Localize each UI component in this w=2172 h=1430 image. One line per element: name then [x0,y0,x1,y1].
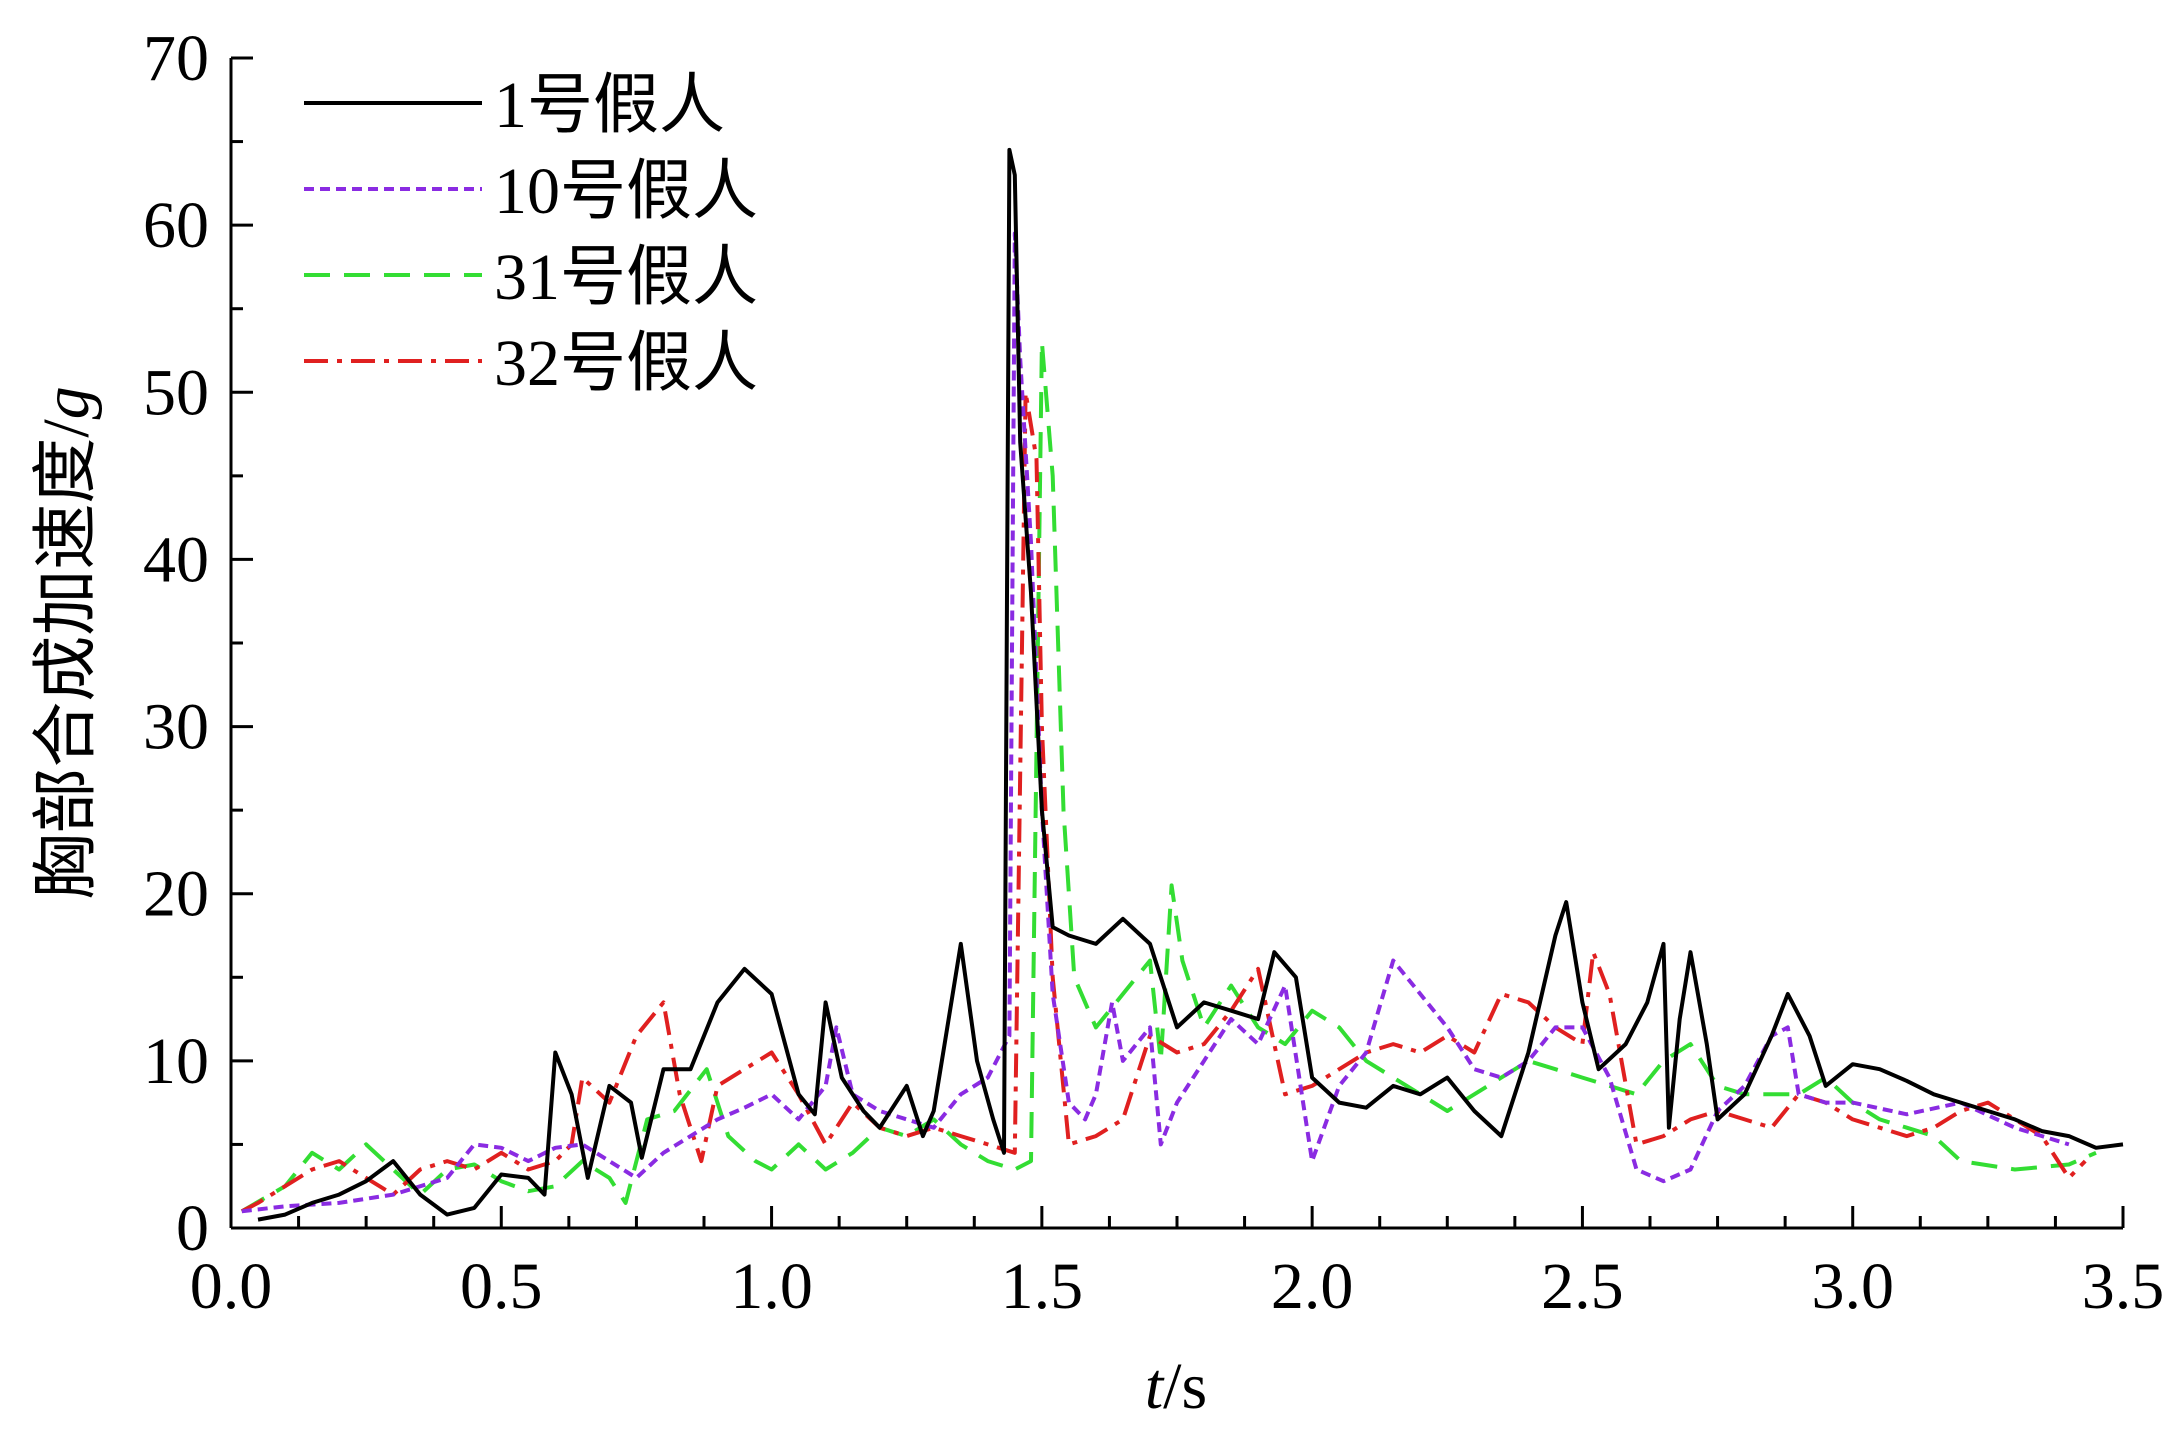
y-tick-label: 60 [143,189,209,262]
y-tick-label: 0 [176,1192,209,1265]
legend-label: 31号假人 [494,241,758,314]
y-axis-label: 胸部合成加速度/g [30,386,103,899]
x-axis-label-var: t [1145,1350,1165,1423]
legend-label: 1号假人 [494,69,725,142]
x-tick-label: 3.5 [2082,1250,2165,1323]
x-tick-label: 2.5 [1541,1250,1624,1323]
series-line-1 [257,147,2124,1222]
y-tick-label: 10 [143,1025,209,1098]
y-axis-label-text: 胸部合成加速度/ [30,419,103,900]
x-tick-label: 3.0 [1811,1250,1894,1323]
y-axis-label-unit: g [30,386,103,419]
y-tick-label: 30 [143,691,209,764]
y-tick-label: 40 [143,523,209,596]
y-tick-label: 70 [143,22,209,95]
x-tick-label: 0.5 [460,1250,543,1323]
x-tick-label: 1.0 [730,1250,813,1323]
series-group [240,147,2124,1222]
x-tick-label: 2.0 [1271,1250,1354,1323]
y-ticks: 0 10 20 30 40 50 60 70 [143,22,253,1265]
x-tick-label: 0.0 [190,1250,273,1323]
x-axis-label: t/s [1145,1350,1207,1423]
x-axis-label-unit: /s [1163,1350,1207,1423]
legend-label: 32号假人 [494,327,758,400]
y-tick-label: 20 [143,858,209,931]
x-tick-label: 1.5 [1001,1250,1084,1323]
series-line-3 [240,340,2097,1214]
x-ticks: 0.0 0.5 1.0 1.5 2.0 2.5 3.0 3.5 [190,1206,2165,1323]
legend: 1号假人 10号假人 31号假人 32号假人 [304,69,758,400]
y-tick-label: 50 [143,356,209,429]
legend-label: 10号假人 [494,155,758,228]
